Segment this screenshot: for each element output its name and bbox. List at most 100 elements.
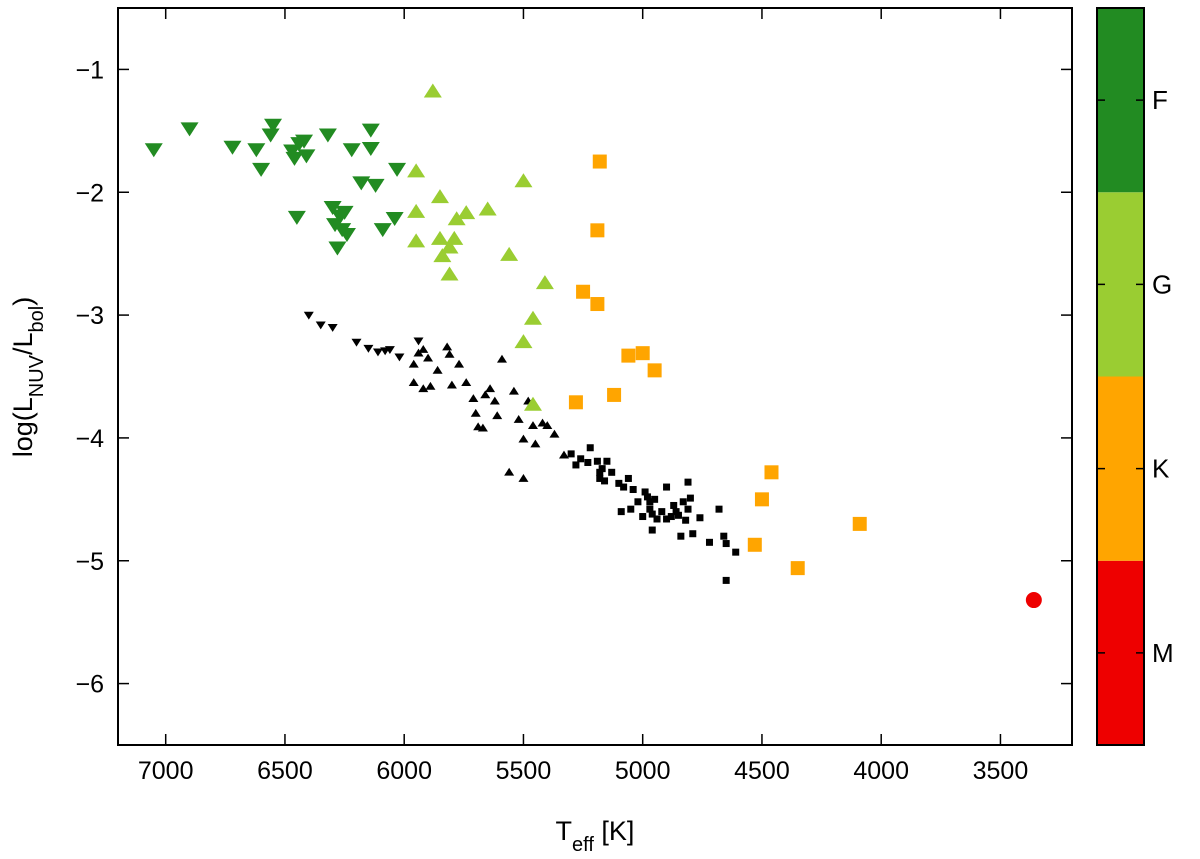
data-point-k-small: [608, 468, 616, 476]
data-point-k-small: [653, 515, 661, 523]
data-point-g-small: [496, 354, 507, 363]
data-point-k-small: [596, 474, 604, 482]
data-point-k: [790, 561, 805, 576]
data-point-k: [590, 297, 605, 312]
data-point-k-small: [586, 444, 594, 452]
data-point-k-small: [689, 530, 697, 538]
data-point-k-small: [643, 493, 651, 501]
data-point-k-small: [686, 494, 694, 502]
data-point-f-small: [394, 353, 405, 362]
data-point-k-small: [603, 457, 611, 465]
data-point-g-small: [530, 439, 541, 448]
data-point-f: [323, 200, 342, 215]
data-point-k-small: [572, 461, 580, 469]
data-point-k-small: [641, 488, 649, 496]
y-tick-label: −3: [75, 302, 104, 330]
colorbar-label: G: [1152, 269, 1172, 299]
data-point-f: [373, 223, 392, 238]
x-tick-label: 4500: [734, 757, 790, 785]
data-point-g-small: [508, 386, 519, 395]
data-point-k-small: [672, 508, 680, 516]
data-point-g: [535, 275, 554, 290]
data-point-k-small: [648, 510, 656, 518]
data-point-f: [264, 118, 283, 133]
data-point-g: [430, 189, 449, 204]
data-point-f-small: [384, 346, 395, 354]
data-point-k-small: [722, 576, 730, 584]
data-point-k-small: [658, 508, 666, 516]
data-point-f: [144, 143, 163, 158]
data-point-g-small: [418, 384, 429, 393]
y-tick-label: −4: [75, 425, 104, 453]
data-point-k-small: [577, 455, 585, 463]
data-point-f-small: [363, 344, 374, 353]
data-point-f: [287, 210, 306, 225]
data-point-f: [285, 151, 304, 166]
data-point-g-small: [477, 423, 488, 432]
data-point-f: [261, 128, 280, 143]
data-point-k-small: [567, 450, 575, 458]
data-point-k-small: [682, 516, 690, 524]
data-point-k-small: [646, 498, 654, 506]
data-point-g-small: [423, 353, 434, 362]
y-tick-label: −1: [75, 56, 104, 84]
data-point-g: [523, 310, 542, 325]
data-point-k: [592, 154, 607, 169]
data-point-f-small: [303, 311, 314, 320]
data-point-k-small: [651, 495, 659, 503]
y-tick-label: −5: [75, 548, 104, 576]
data-point-k: [764, 465, 779, 480]
data-point-g-small: [542, 421, 553, 430]
data-point-g-small: [408, 359, 419, 368]
data-point-g-small: [454, 359, 465, 368]
data-point-g: [440, 266, 459, 281]
data-point-k-small: [663, 515, 671, 523]
x-tick-label: 5000: [615, 757, 671, 785]
data-point-g-small: [489, 396, 500, 405]
x-tick-label: 7000: [138, 757, 194, 785]
data-point-k-small: [720, 532, 728, 540]
data-point-f: [385, 212, 404, 227]
data-point-k: [635, 346, 650, 361]
data-point-k-small: [634, 498, 642, 506]
data-point-f-small: [413, 337, 424, 346]
colorbar-label: F: [1152, 85, 1168, 115]
data-point-k: [576, 284, 591, 299]
data-point-g-small: [527, 421, 538, 430]
data-point-g-small: [446, 380, 457, 389]
data-point-g-small: [461, 378, 472, 387]
data-point-f: [366, 178, 385, 193]
x-tick-label: 6500: [257, 757, 313, 785]
data-point-g-small: [444, 349, 455, 358]
colorbar-label: M: [1152, 638, 1174, 668]
data-point-g-small: [504, 467, 515, 476]
data-point-g: [500, 246, 519, 261]
data-point-g-small: [432, 365, 443, 374]
data-point-f: [252, 162, 271, 177]
data-point-g-small: [418, 344, 429, 353]
data-point-k-small: [620, 483, 628, 491]
y-axis-label: log(LNUV/Lbol): [8, 297, 48, 458]
data-point-g-small: [492, 411, 503, 420]
colorbar-label: K: [1152, 454, 1170, 484]
data-point-k-small: [684, 505, 692, 513]
data-point-g-small: [549, 429, 560, 438]
plot-frame: [117, 7, 1073, 746]
data-point-k-small: [732, 548, 740, 556]
axis-layer: 7000 6500 6000 5500 5000 4500 4000 3500 −1 −2 −3 −4…: [75, 8, 1072, 785]
data-point-f: [283, 144, 302, 159]
data-point-g-small: [537, 418, 548, 427]
data-point-f: [180, 122, 199, 137]
data-point-f: [328, 241, 347, 256]
data-point-k-small: [639, 513, 647, 521]
data-point-k-small: [617, 508, 625, 516]
data-point-g: [407, 233, 426, 248]
data-point-k-small: [615, 479, 623, 487]
data-point-f-small: [372, 348, 383, 357]
data-point-g: [433, 248, 452, 263]
data-point-g: [440, 239, 459, 254]
data-point-f: [352, 176, 371, 191]
data-point-g-small: [408, 378, 419, 387]
